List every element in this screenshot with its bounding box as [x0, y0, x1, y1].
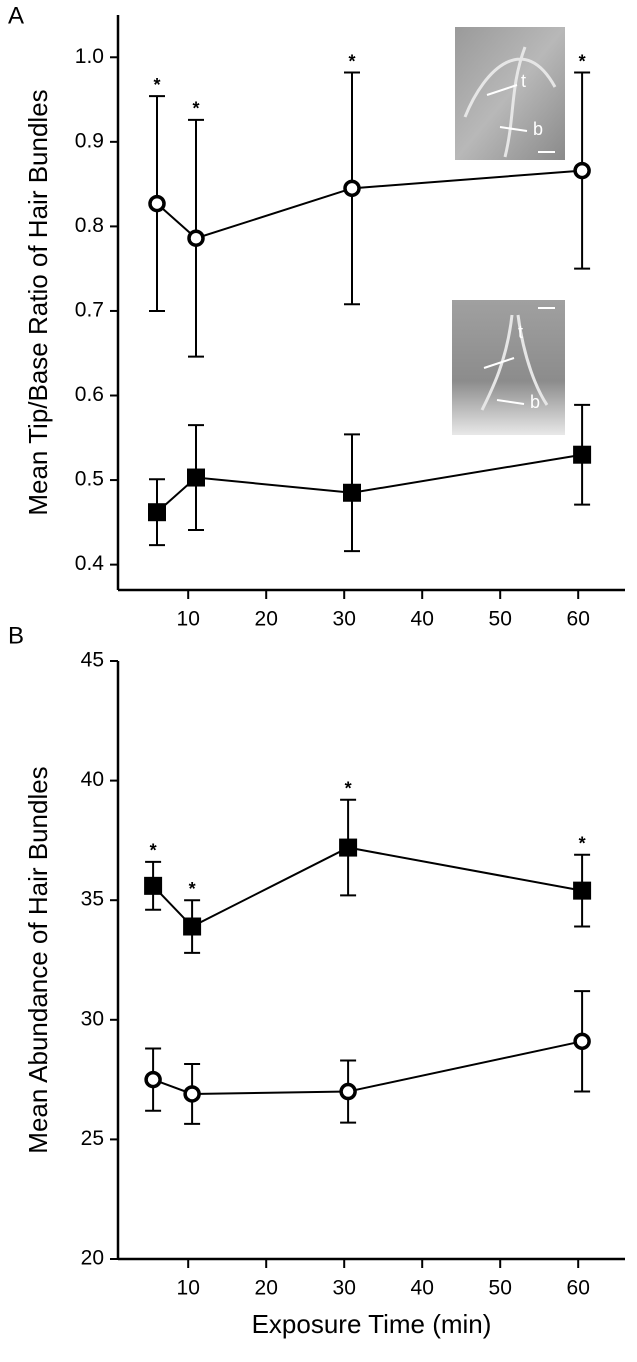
- x-tick-label: 50: [489, 1277, 512, 1300]
- data-point: [148, 503, 166, 522]
- y-axis-title: Mean Tip/Base Ratio of Hair Bundles: [23, 89, 53, 515]
- significance-mark: *: [579, 834, 586, 854]
- x-tick-label: 50: [489, 608, 512, 631]
- y-tick-label: 0.9: [75, 129, 104, 152]
- inset-pointer: [486, 84, 518, 96]
- x-tick-label: 10: [177, 1277, 200, 1300]
- series-line: [152, 846, 583, 928]
- x-tick-label: 40: [411, 1277, 434, 1300]
- significance-mark: *: [192, 99, 199, 119]
- y-tick-label: 20: [81, 1247, 104, 1270]
- data-point: [573, 161, 591, 180]
- inset-image: tb: [452, 300, 565, 435]
- y-axis-title: Mean Abundance of Hair Bundles: [23, 766, 53, 1153]
- x-tick-label: 30: [333, 608, 356, 631]
- inset-pointer: [499, 126, 528, 132]
- x-tick-label: 60: [567, 1277, 590, 1300]
- y-tick-label: 40: [81, 768, 104, 791]
- x-tick-label: 20: [255, 608, 278, 631]
- x-tick-label: 20: [255, 1277, 278, 1300]
- series-line: [152, 1040, 583, 1095]
- inset-label: t: [521, 71, 526, 91]
- significance-mark: *: [579, 51, 586, 71]
- inset-structure: [480, 314, 549, 411]
- y-tick-label: 0.8: [75, 214, 104, 237]
- y-tick-label: 30: [81, 1007, 104, 1030]
- inset-label: b: [530, 392, 540, 412]
- inset-structure: [463, 46, 557, 158]
- inset-label: b: [533, 119, 543, 139]
- y-tick-label: 35: [81, 888, 104, 911]
- inset-photo: [455, 27, 565, 160]
- inset-photo: [452, 300, 565, 435]
- data-point: [183, 917, 202, 936]
- significance-mark: *: [150, 841, 157, 861]
- y-tick-label: 0.6: [75, 383, 104, 406]
- panel-label: A: [8, 2, 24, 29]
- data-point: [343, 483, 361, 502]
- y-tick-label: 0.5: [75, 468, 104, 491]
- data-point: [144, 876, 163, 895]
- y-tick-label: 1.0: [75, 45, 104, 68]
- inset-image: tb: [455, 27, 565, 160]
- x-tick-label: 10: [177, 608, 200, 631]
- data-point: [187, 468, 205, 487]
- y-tick-label: 0.7: [75, 299, 104, 322]
- data-point: [573, 881, 592, 900]
- significance-mark: *: [348, 51, 355, 71]
- data-point: [144, 1070, 162, 1089]
- series-line: [156, 453, 583, 513]
- inset-label: t: [518, 322, 523, 342]
- x-axis-title: Exposure Time (min): [252, 1309, 492, 1339]
- inset-pointer: [483, 357, 515, 369]
- significance-mark: *: [189, 879, 196, 899]
- y-tick-label: 45: [81, 649, 104, 672]
- panel-label: B: [8, 622, 24, 649]
- x-tick-label: 30: [333, 1277, 356, 1300]
- data-point: [573, 445, 592, 464]
- y-tick-label: 0.4: [75, 552, 105, 575]
- data-point: [148, 194, 166, 213]
- y-tick-label: 25: [81, 1127, 104, 1150]
- data-point: [183, 1085, 201, 1103]
- data-point: [187, 229, 205, 247]
- x-tick-label: 60: [567, 608, 590, 631]
- significance-mark: *: [345, 778, 352, 798]
- significance-mark: *: [153, 75, 160, 95]
- data-point: [343, 179, 361, 198]
- series-line: [156, 169, 583, 240]
- x-tick-label: 40: [411, 608, 434, 631]
- data-point: [339, 1082, 357, 1101]
- data-point: [573, 1032, 591, 1051]
- inset-pointer: [496, 399, 525, 405]
- data-point: [339, 838, 358, 857]
